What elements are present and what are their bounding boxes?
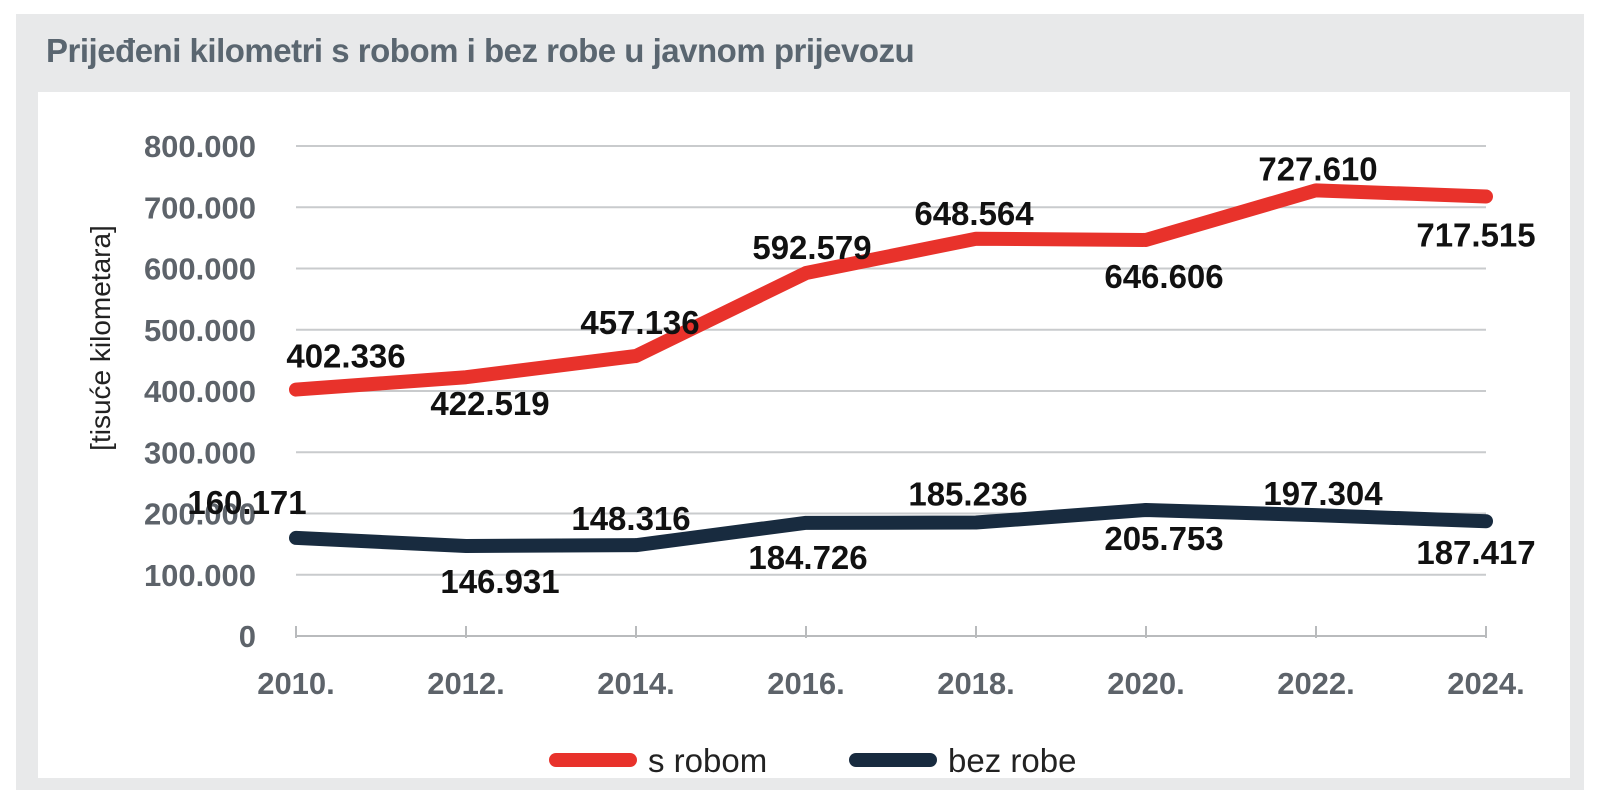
data-label: 160.171: [187, 484, 306, 521]
y-tick-label: 600.000: [144, 252, 256, 287]
y-axis-label: [tisuće kilometara]: [85, 225, 116, 451]
data-label: 146.931: [440, 563, 559, 600]
data-label: 184.726: [748, 539, 867, 576]
data-label: 148.316: [571, 500, 690, 537]
y-tick-label: 0: [239, 619, 256, 654]
x-axis: 2010. 2012. 2014. 2016. 2018. 2020. 2022. 2024.: [257, 626, 1525, 701]
legend-label: s robom: [648, 742, 767, 779]
y-tick-label: 400.000: [144, 374, 256, 409]
legend-item: s robom: [549, 742, 767, 779]
data-label: 187.417: [1416, 534, 1535, 571]
data-label: 197.304: [1263, 475, 1383, 512]
series-line-s-robom: [289, 183, 1493, 397]
x-tick-label: 2018.: [937, 666, 1015, 701]
legend: s robom bez robe: [549, 742, 1076, 779]
y-axis: 0 100.000 200.000 300.000 400.000 500.000 600.…: [144, 129, 256, 654]
legend-label: bez robe: [948, 742, 1076, 779]
data-label: 648.564: [914, 195, 1034, 232]
y-tick-label: 300.000: [144, 435, 256, 470]
x-tick-label: 2022.: [1277, 666, 1355, 701]
data-label: 402.336: [286, 338, 405, 375]
x-tick-label: 2024.: [1447, 666, 1525, 701]
legend-item: bez robe: [849, 742, 1076, 779]
x-tick-label: 2020.: [1107, 666, 1185, 701]
x-tick-label: 2016.: [767, 666, 845, 701]
data-label: 185.236: [908, 476, 1027, 513]
data-label: 457.136: [580, 304, 699, 341]
x-tick-label: 2010.: [257, 666, 335, 701]
series-lines: [289, 183, 1493, 554]
data-labels: 402.336 422.519 457.136 592.579 648.564 646.6…: [187, 150, 1535, 600]
y-tick-label: 800.000: [144, 129, 256, 164]
y-tick-label: 200.000: [144, 497, 256, 532]
chart-title: Prijeđeni kilometri s robom i bez robe u…: [46, 32, 915, 69]
data-label: 205.753: [1104, 520, 1223, 557]
y-tick-label: 700.000: [144, 190, 256, 225]
data-label: 592.579: [752, 229, 871, 266]
x-tick-label: 2014.: [597, 666, 675, 701]
y-tick-label: 500.000: [144, 313, 256, 348]
series-line-bez-robe: [289, 502, 1493, 554]
gridlines: [296, 145, 1486, 576]
y-tick-label: 100.000: [144, 558, 256, 593]
data-label: 422.519: [430, 385, 549, 422]
x-tick-label: 2012.: [427, 666, 505, 701]
data-label: 727.610: [1258, 150, 1377, 187]
data-label: 646.606: [1104, 258, 1223, 295]
data-label: 717.515: [1416, 217, 1535, 254]
